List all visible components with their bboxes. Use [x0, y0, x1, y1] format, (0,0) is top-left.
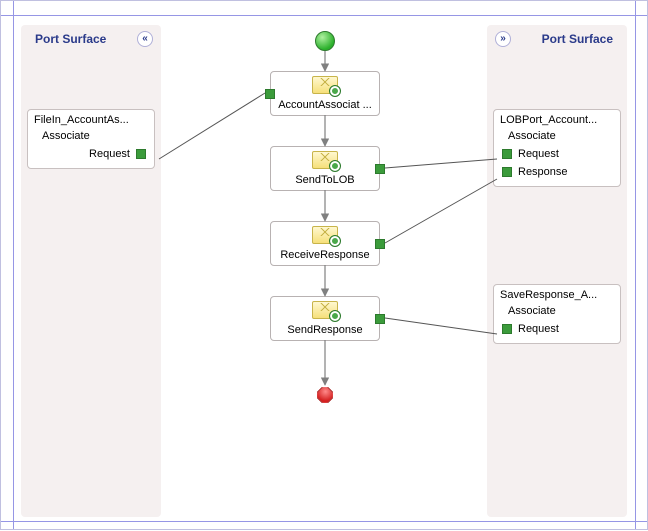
- receive-shape-receive-response[interactable]: ReceiveResponse: [270, 221, 380, 266]
- port-message-response[interactable]: Response: [500, 162, 614, 180]
- port-surface-title: Port Surface: [542, 32, 613, 46]
- receive-shape-account-associate[interactable]: AccountAssociat ...: [270, 71, 380, 116]
- port-message-request[interactable]: Request: [34, 144, 148, 162]
- connector-icon[interactable]: [136, 149, 146, 159]
- send-shape-send-response[interactable]: SendResponse: [270, 296, 380, 341]
- collapse-left-icon[interactable]: «: [137, 31, 153, 47]
- port-message-label: Request: [89, 148, 130, 160]
- message-icon: [312, 301, 338, 319]
- grid-line: [635, 1, 636, 529]
- message-icon: [312, 76, 338, 94]
- connector-icon[interactable]: [375, 164, 385, 174]
- shape-label: AccountAssociat ...: [273, 97, 377, 111]
- port-operation: Associate: [500, 303, 614, 319]
- port-operation: Associate: [500, 128, 614, 144]
- send-shape-send-to-lob[interactable]: SendToLOB: [270, 146, 380, 191]
- port-name: FileIn_AccountAs...: [34, 114, 148, 128]
- connector-icon[interactable]: [502, 167, 512, 177]
- collapse-right-icon[interactable]: »: [495, 31, 511, 47]
- port-message-label: Request: [518, 148, 559, 160]
- port-message-request[interactable]: Request: [500, 144, 614, 162]
- port-surface-header: » Port Surface: [487, 25, 627, 57]
- port-surface-header: Port Surface «: [21, 25, 161, 57]
- grid-line: [1, 15, 647, 16]
- start-icon: [315, 31, 335, 51]
- port-message-label: Request: [518, 323, 559, 335]
- connector-icon[interactable]: [375, 314, 385, 324]
- connector-icon[interactable]: [375, 239, 385, 249]
- shape-label: SendToLOB: [273, 172, 377, 186]
- port-name: LOBPort_Account...: [500, 114, 614, 128]
- end-icon: [314, 384, 337, 407]
- grid-line: [1, 521, 647, 522]
- port-name: SaveResponse_A...: [500, 289, 614, 303]
- port-lob[interactable]: LOBPort_Account... Associate Request Res…: [493, 109, 621, 187]
- port-message-request[interactable]: Request: [500, 319, 614, 337]
- connector-icon[interactable]: [502, 324, 512, 334]
- port-message-label: Response: [518, 166, 568, 178]
- connector-icon[interactable]: [502, 149, 512, 159]
- port-surface-left[interactable]: Port Surface « FileIn_AccountAs... Assoc…: [21, 25, 161, 517]
- shape-label: SendResponse: [273, 322, 377, 336]
- message-icon: [312, 226, 338, 244]
- port-surface-right[interactable]: » Port Surface LOBPort_Account... Associ…: [487, 25, 627, 517]
- connector-icon[interactable]: [265, 89, 275, 99]
- port-filein[interactable]: FileIn_AccountAs... Associate Request: [27, 109, 155, 169]
- orchestration-canvas: Port Surface « FileIn_AccountAs... Assoc…: [0, 0, 648, 530]
- port-surface-title: Port Surface: [35, 32, 106, 46]
- shape-label: ReceiveResponse: [273, 247, 377, 261]
- port-operation: Associate: [34, 128, 148, 144]
- port-save-response[interactable]: SaveResponse_A... Associate Request: [493, 284, 621, 344]
- grid-line: [13, 1, 14, 529]
- message-icon: [312, 151, 338, 169]
